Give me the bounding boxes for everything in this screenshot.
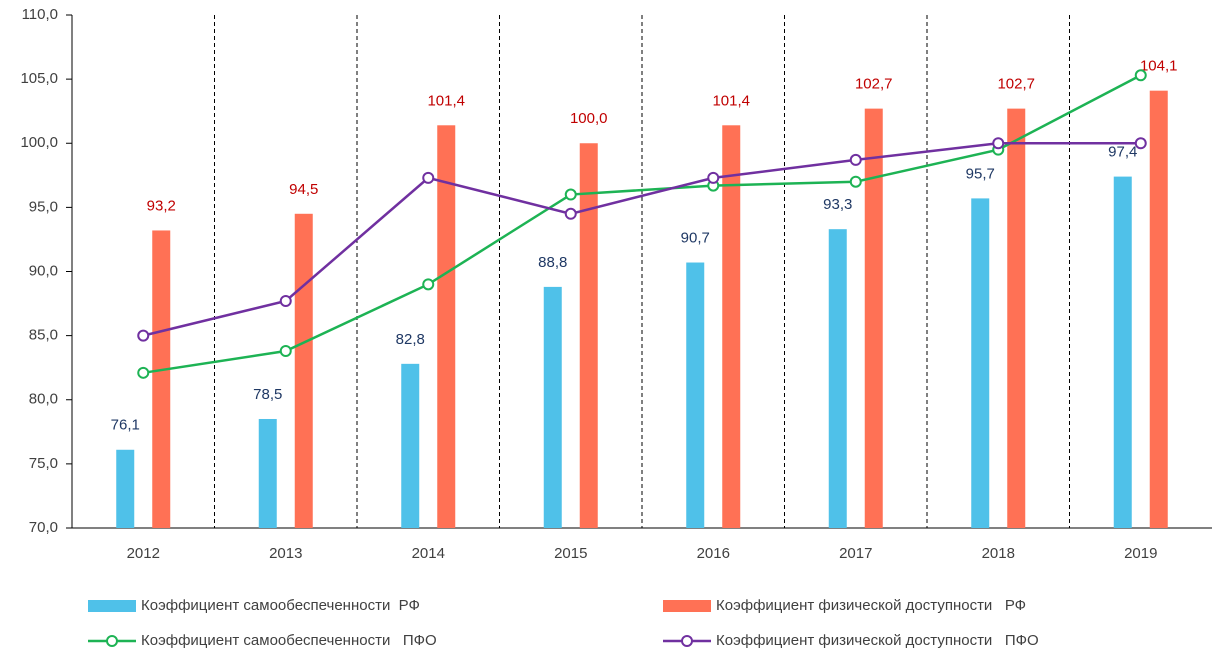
line-marker [564, 207, 577, 220]
data-label: 88,8 [538, 254, 567, 271]
bar [1007, 108, 1026, 528]
bar [579, 143, 598, 528]
legend-label: Коэффициент физической доступности РФ [716, 597, 1026, 614]
line-marker [849, 175, 862, 188]
y-tick-label: 110,0 [22, 6, 58, 23]
y-tick-label: 80,0 [29, 391, 58, 408]
y-tick-label: 85,0 [29, 327, 58, 344]
x-tick-label: 2019 [1124, 545, 1157, 562]
line-marker [1134, 137, 1147, 150]
legend-label: Коэффициент самообеспеченности РФ [141, 597, 420, 614]
data-label: 101,4 [712, 92, 750, 109]
y-tick-label: 105,0 [20, 70, 58, 87]
data-label: 76,1 [111, 417, 140, 434]
x-tick-label: 2014 [412, 545, 445, 562]
line-marker [849, 153, 862, 166]
data-label: 101,4 [427, 92, 465, 109]
bar [1113, 176, 1132, 528]
bar [258, 418, 277, 528]
bar [116, 449, 135, 528]
legend-marker [681, 635, 693, 647]
legend-label: Коэффициент самообеспеченности ПФО [141, 632, 437, 649]
legend-marker [106, 635, 118, 647]
x-tick-label: 2017 [839, 545, 872, 562]
data-label: 102,7 [855, 76, 893, 93]
bar [686, 262, 705, 528]
bar [401, 363, 420, 528]
legend-swatch [88, 600, 136, 612]
x-tick-label: 2016 [697, 545, 730, 562]
line-marker [137, 366, 150, 379]
data-label: 102,7 [997, 76, 1035, 93]
data-label: 104,1 [1140, 58, 1178, 75]
bar [971, 198, 990, 528]
bar [152, 230, 171, 528]
line-marker [279, 294, 292, 307]
y-tick-label: 95,0 [29, 198, 58, 215]
bar [828, 229, 847, 529]
bar [437, 125, 456, 529]
data-label: 95,7 [966, 165, 995, 182]
line-marker [564, 188, 577, 201]
line-marker [422, 278, 435, 291]
legend-label: Коэффициент физической доступности ПФО [716, 632, 1039, 649]
data-label: 78,5 [253, 386, 282, 403]
bar [864, 108, 883, 528]
data-label: 93,3 [823, 196, 852, 213]
bar [722, 125, 741, 529]
bar [543, 286, 562, 528]
data-label: 93,2 [147, 197, 176, 214]
legend-swatch [663, 600, 711, 612]
bar [294, 213, 313, 528]
x-tick-label: 2012 [127, 545, 160, 562]
y-tick-label: 75,0 [29, 455, 58, 472]
line [142, 142, 1141, 337]
y-tick-label: 90,0 [29, 262, 58, 279]
line-marker [422, 171, 435, 184]
data-label: 82,8 [396, 331, 425, 348]
line-marker [707, 171, 720, 184]
x-tick-label: 2013 [269, 545, 302, 562]
y-tick-label: 70,0 [29, 519, 58, 536]
data-label: 97,4 [1108, 144, 1137, 161]
line [143, 74, 1142, 375]
data-label: 100,0 [570, 110, 608, 127]
bar [1149, 90, 1168, 528]
line-marker [279, 345, 292, 358]
line-marker [1134, 69, 1147, 82]
line-marker [137, 329, 150, 342]
data-label: 94,5 [289, 181, 318, 198]
y-tick-label: 100,0 [20, 134, 58, 151]
x-tick-label: 2018 [982, 545, 1015, 562]
x-tick-label: 2015 [554, 545, 587, 562]
line-marker [992, 137, 1005, 150]
data-label: 90,7 [681, 229, 710, 246]
